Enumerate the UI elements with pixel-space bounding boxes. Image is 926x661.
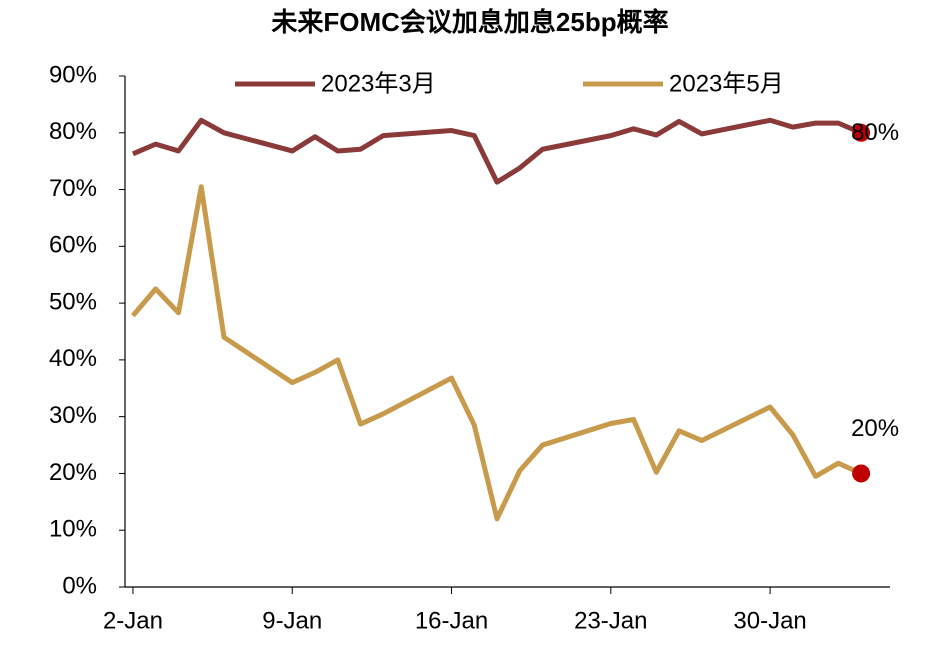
- x-tick-label: 16-Jan: [415, 607, 488, 634]
- value-label: 20%: [851, 415, 899, 442]
- series-line: [131, 117, 863, 185]
- y-tick-label: 0%: [62, 572, 97, 599]
- x-tick-label: 9-Jan: [262, 607, 322, 634]
- y-tick-label: 40%: [49, 345, 97, 372]
- x-tick-label: 2-Jan: [103, 607, 163, 634]
- y-tick-label: 70%: [49, 175, 97, 202]
- y-tick-label: 60%: [49, 232, 97, 259]
- y-tick-label: 10%: [49, 516, 97, 543]
- end-marker: [852, 464, 871, 483]
- y-tick-label: 50%: [49, 288, 97, 315]
- value-label: 80%: [851, 119, 899, 146]
- legend-label: 2023年3月: [321, 70, 436, 97]
- series-line: [131, 184, 863, 522]
- y-tick-label: 90%: [49, 61, 97, 88]
- y-tick-label: 20%: [49, 459, 97, 486]
- legend-label: 2023年5月: [669, 70, 784, 97]
- chart-title: 未来FOMC会议加息加息25bp概率: [271, 7, 668, 37]
- y-tick-label: 80%: [49, 118, 97, 145]
- x-tick-label: 23-Jan: [574, 607, 647, 634]
- y-tick-label: 30%: [49, 402, 97, 429]
- x-tick-label: 30-Jan: [733, 607, 806, 634]
- end-marker: [852, 123, 871, 142]
